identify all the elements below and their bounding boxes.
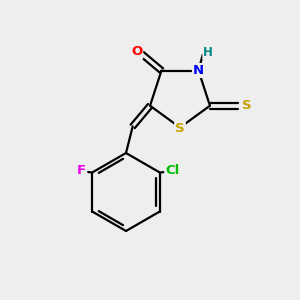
Text: O: O — [131, 45, 142, 58]
Text: S: S — [242, 99, 252, 112]
Text: H: H — [203, 46, 213, 59]
Text: N: N — [193, 64, 204, 77]
Text: S: S — [175, 122, 185, 135]
Text: F: F — [77, 164, 86, 178]
Text: Cl: Cl — [165, 164, 179, 178]
